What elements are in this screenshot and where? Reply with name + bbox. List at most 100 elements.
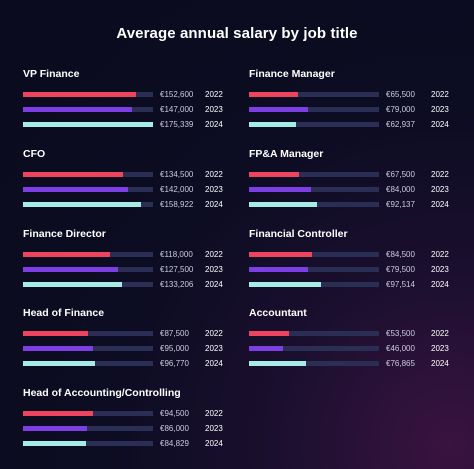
panel-title: FP&A Manager (249, 148, 324, 160)
year-label: 2024 (205, 439, 223, 448)
bar-2023 (249, 267, 308, 272)
bar-track (249, 202, 379, 207)
bar-track (23, 267, 153, 272)
chart-title: Average annual salary by job title (116, 25, 358, 42)
panel-title: VP Finance (23, 68, 80, 80)
bar-row-2023: €46,000 2023 (249, 344, 453, 354)
bar-2022 (23, 411, 93, 416)
value-label: €87,500 (160, 329, 189, 338)
year-label: 2023 (205, 344, 223, 353)
bar-track (249, 252, 379, 257)
value-label: €134,500 (160, 170, 194, 179)
bar-track (23, 122, 153, 127)
bar-track (249, 172, 379, 177)
panel-title: Finance Manager (249, 68, 335, 80)
value-label: €152,600 (160, 90, 194, 99)
bar-2024 (249, 282, 321, 287)
bar-track (249, 331, 379, 336)
year-label: 2022 (431, 170, 449, 179)
bar-row-2022: €84,500 2022 (249, 250, 453, 260)
bar-track (23, 202, 153, 207)
year-label: 2024 (205, 280, 223, 289)
year-label: 2022 (431, 250, 449, 259)
year-label: 2023 (431, 265, 449, 274)
bar-track (23, 346, 153, 351)
bar-track (23, 252, 153, 257)
value-label: €175,339 (160, 120, 194, 129)
bar-row-2023: €95,000 2023 (23, 344, 227, 354)
value-label: €147,000 (160, 105, 194, 114)
bar-2022 (23, 252, 110, 257)
bar-2023 (249, 187, 311, 192)
value-label: €65,500 (386, 90, 415, 99)
value-label: €96,770 (160, 359, 189, 368)
year-label: 2024 (431, 280, 449, 289)
bar-row-2023: €84,000 2023 (249, 185, 453, 195)
bar-row-2022: €152,600 2022 (23, 90, 227, 100)
bar-row-2024: €76,865 2024 (249, 359, 453, 369)
bar-2023 (249, 107, 308, 112)
year-label: 2024 (431, 359, 449, 368)
year-label: 2022 (205, 409, 223, 418)
year-label: 2022 (205, 250, 223, 259)
bar-track (249, 187, 379, 192)
value-label: €127,500 (160, 265, 194, 274)
bar-2023 (249, 346, 283, 351)
panel-title: Finance Director (23, 228, 106, 240)
year-label: 2023 (205, 185, 223, 194)
value-label: €84,500 (386, 250, 415, 259)
bar-row-2022: €94,500 2022 (23, 409, 227, 419)
bar-track (23, 411, 153, 416)
bar-row-2024: €97,514 2024 (249, 280, 453, 290)
bar-row-2023: €86,000 2023 (23, 424, 227, 434)
bar-row-2023: €79,000 2023 (249, 105, 453, 115)
year-label: 2024 (205, 120, 223, 129)
bar-row-2022: €118,000 2022 (23, 250, 227, 260)
bar-2023 (23, 187, 128, 192)
bar-track (23, 331, 153, 336)
bar-2024 (23, 441, 86, 446)
value-label: €133,206 (160, 280, 194, 289)
year-label: 2023 (431, 185, 449, 194)
bar-2024 (23, 202, 141, 207)
bar-row-2024: €84,829 2024 (23, 439, 227, 449)
value-label: €142,000 (160, 185, 194, 194)
value-label: €158,922 (160, 200, 194, 209)
value-label: €84,829 (160, 439, 189, 448)
year-label: 2024 (431, 200, 449, 209)
bar-row-2022: €65,500 2022 (249, 90, 453, 100)
bar-2024 (249, 122, 296, 127)
value-label: €46,000 (386, 344, 415, 353)
bar-track (249, 361, 379, 366)
bar-row-2024: €175,339 2024 (23, 120, 227, 130)
bar-2022 (249, 92, 298, 97)
value-label: €94,500 (160, 409, 189, 418)
bar-track (249, 346, 379, 351)
year-label: 2022 (431, 90, 449, 99)
bar-row-2024: €96,770 2024 (23, 359, 227, 369)
value-label: €53,500 (386, 329, 415, 338)
bar-row-2023: €127,500 2023 (23, 265, 227, 275)
bar-row-2023: €79,500 2023 (249, 265, 453, 275)
bar-row-2022: €87,500 2022 (23, 329, 227, 339)
value-label: €62,937 (386, 120, 415, 129)
bar-2023 (23, 107, 132, 112)
value-label: €84,000 (386, 185, 415, 194)
bar-2024 (23, 122, 153, 127)
value-label: €79,000 (386, 105, 415, 114)
year-label: 2022 (205, 329, 223, 338)
year-label: 2024 (205, 359, 223, 368)
bar-track (23, 282, 153, 287)
bar-track (23, 107, 153, 112)
value-label: €97,514 (386, 280, 415, 289)
bar-track (23, 172, 153, 177)
value-label: €76,865 (386, 359, 415, 368)
year-label: 2023 (205, 265, 223, 274)
year-label: 2022 (205, 90, 223, 99)
bar-2023 (23, 267, 118, 272)
year-label: 2022 (431, 329, 449, 338)
value-label: €79,500 (386, 265, 415, 274)
value-label: €67,500 (386, 170, 415, 179)
bar-row-2022: €134,500 2022 (23, 170, 227, 180)
